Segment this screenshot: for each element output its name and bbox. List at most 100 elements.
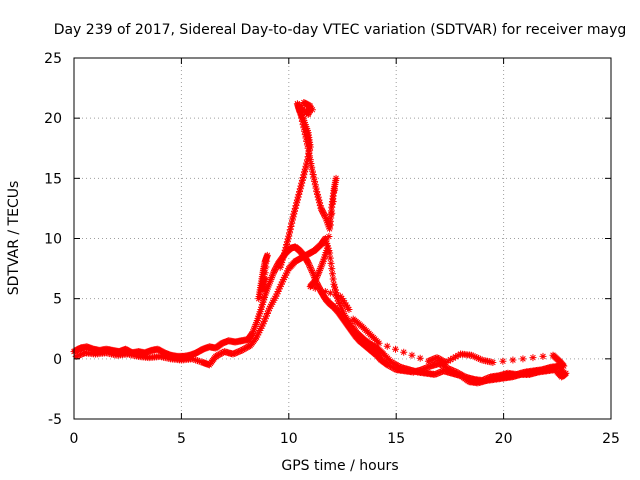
data-point-secondary <box>269 298 277 306</box>
data-point-main <box>263 285 271 293</box>
data-point-main <box>250 324 258 332</box>
data-point-main <box>305 260 313 268</box>
data-point-main <box>444 364 452 372</box>
data-point-falling-branch <box>327 214 335 222</box>
data-point-falling-branch <box>313 273 321 281</box>
data-point-secondary <box>194 357 202 365</box>
data-point-secondary <box>334 297 342 305</box>
data-point-falling-branch <box>331 291 339 299</box>
data-point-falling-branch <box>312 275 320 283</box>
data-point-falling-branch <box>323 244 331 252</box>
data-point-secondary <box>329 275 337 283</box>
data-point-falling-branch <box>336 292 344 300</box>
data-point-tail-late <box>449 354 457 362</box>
data-point-falling-branch <box>311 284 319 292</box>
data-point-falling-branch <box>305 148 313 156</box>
data-point-tail-late <box>539 352 547 360</box>
data-point-secondary <box>337 304 345 312</box>
data-point-main <box>304 259 312 267</box>
data-point-falling-branch <box>313 190 321 198</box>
data-point-rising-branch <box>302 162 310 170</box>
data-point-secondary <box>78 350 86 358</box>
data-point-tail-late <box>424 357 432 365</box>
data-point-main <box>422 364 430 372</box>
data-point-secondary <box>233 348 241 356</box>
data-point-secondary <box>275 285 283 293</box>
data-point-tail-late <box>426 357 434 365</box>
data-point-tail-late <box>416 354 424 362</box>
data-point-main <box>254 314 262 322</box>
data-point-falling-branch <box>339 297 347 305</box>
y-tick-label: 25 <box>44 51 62 67</box>
data-point-falling-branch <box>311 181 319 189</box>
data-point-tail-late <box>391 345 399 353</box>
data-point-falling-branch <box>313 188 321 196</box>
data-point-rising-branch <box>296 185 304 193</box>
x-tick-label: 0 <box>70 431 79 447</box>
data-point-falling-branch <box>314 193 322 201</box>
data-point-secondary <box>229 350 237 358</box>
data-point-secondary <box>271 294 279 302</box>
data-point-main <box>250 326 258 334</box>
data-point-tail-late <box>509 356 517 364</box>
data-point-rising-branch <box>290 210 298 218</box>
data-point-rising-branch <box>296 188 304 196</box>
data-point-secondary <box>434 369 442 377</box>
data-point-spike-early <box>262 263 270 271</box>
data-point-rising-branch <box>284 235 292 243</box>
data-point-main <box>306 262 314 270</box>
data-point-main <box>310 272 318 280</box>
data-point-rising-branch <box>278 256 286 264</box>
data-point-falling-branch <box>298 117 306 125</box>
data-point-falling-branch <box>321 253 329 261</box>
data-point-tail-late <box>408 351 416 359</box>
data-point-rising-branch <box>282 243 290 251</box>
data-point-main <box>268 274 276 282</box>
data-point-secondary <box>257 324 265 332</box>
data-point-tail-late <box>499 357 507 365</box>
data-point-rising-branch <box>288 216 296 224</box>
data-point-rising-branch <box>297 182 305 190</box>
data-point-main <box>308 267 316 275</box>
data-point-rising-branch <box>304 129 312 137</box>
data-point-falling-branch <box>304 144 312 152</box>
data-point-secondary <box>268 300 276 308</box>
data-point-secondary <box>321 235 329 242</box>
data-point-tail-late <box>560 362 568 370</box>
data-point-main <box>425 363 433 371</box>
data-point-rising-branch <box>294 193 302 201</box>
data-point-tail-late <box>383 342 391 350</box>
data-point-secondary <box>74 352 82 360</box>
data-point-secondary <box>274 287 282 295</box>
data-point-secondary <box>340 309 348 317</box>
data-point-rising-branch <box>291 207 299 215</box>
data-point-main <box>253 317 261 325</box>
data-point-secondary <box>282 271 290 279</box>
data-point-falling-branch <box>316 266 324 274</box>
data-point-tail-late <box>471 353 479 361</box>
data-point-secondary <box>260 317 268 325</box>
data-point-falling-branch <box>296 108 304 116</box>
data-point-secondary <box>332 289 340 297</box>
grid <box>74 58 611 419</box>
data-point-main <box>260 293 268 301</box>
data-point-secondary <box>326 254 334 262</box>
data-point-tail-late <box>427 356 435 364</box>
y-axis-label: SDTVAR / TECUs <box>6 181 22 296</box>
data-point-secondary <box>232 349 240 357</box>
data-point-main <box>261 291 269 299</box>
data-point-falling-branch <box>311 276 319 284</box>
data-point-secondary <box>267 302 275 310</box>
data-point-falling-branch <box>313 271 321 279</box>
data-point-secondary <box>335 299 343 307</box>
data-point-falling-branch <box>311 177 319 185</box>
data-point-rising-branch <box>287 222 295 230</box>
data-point-falling-branch <box>344 303 352 311</box>
data-point-spike-early <box>263 251 271 259</box>
data-point-rising-branch <box>302 123 310 131</box>
data-point-falling-branch <box>308 167 316 175</box>
data-point-falling-branch <box>315 268 323 276</box>
data-point-main <box>267 275 275 283</box>
data-point-falling-branch <box>309 171 317 179</box>
data-point-rising-branch <box>278 259 286 267</box>
